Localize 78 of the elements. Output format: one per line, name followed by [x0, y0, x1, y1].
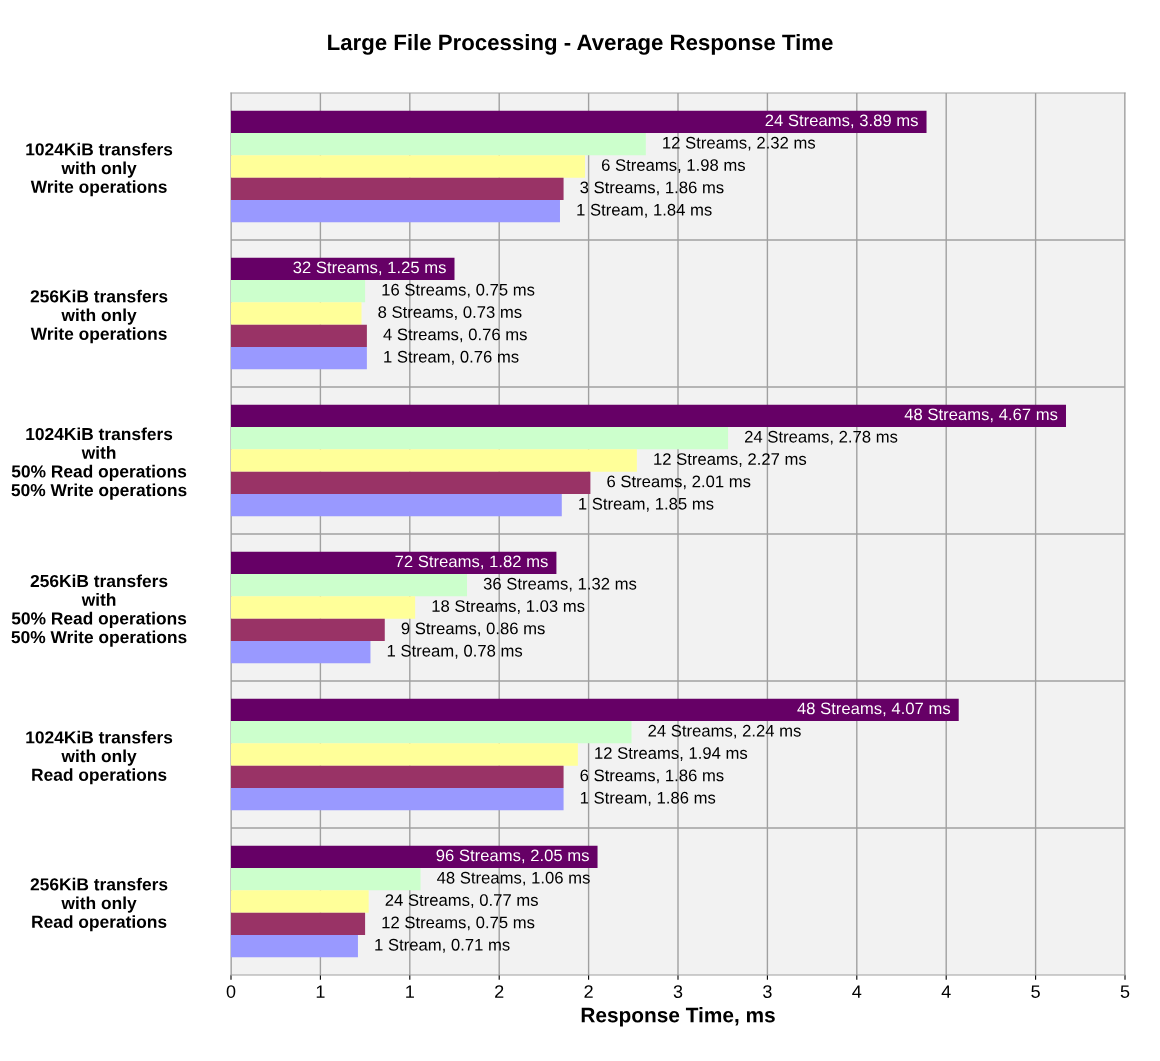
bar [231, 404, 1066, 427]
bar [231, 573, 468, 597]
chart-title: Large File Processing - Average Response Time [328, 33, 833, 55]
data-label: 24 Streams, 2.78 ms [744, 430, 898, 445]
bar [231, 132, 646, 156]
bar [231, 494, 562, 517]
bar [231, 845, 598, 868]
bar [231, 698, 959, 721]
bar [231, 155, 586, 178]
bar [231, 788, 564, 811]
bar [231, 471, 591, 495]
data-label: 6 Streams, 1.98 ms [601, 159, 746, 173]
y-tick-label: 256KiB transfers with only Write operations [30, 289, 168, 344]
data-label: 6 Streams, 2.01 ms [607, 475, 751, 490]
x-tick-label: 5 [1120, 985, 1130, 998]
data-label: 1 Stream, 0.76 ms [384, 350, 519, 365]
x-tick-label: 3 [763, 985, 772, 998]
bar [231, 177, 564, 201]
data-label: 72 Streams, 1.82 ms [395, 555, 548, 570]
data-label: 96 Streams, 2.05 ms [436, 849, 589, 864]
data-label: 48 Streams, 4.67 ms [904, 408, 1058, 423]
data-label: 6 Streams, 1.86 ms [580, 769, 724, 784]
x-tick-label: 0 [226, 985, 236, 998]
bar [231, 618, 385, 642]
bar [231, 302, 362, 325]
bar [231, 426, 729, 450]
bar [231, 347, 367, 370]
y-tick-label: 256KiB transfers with 50% Read operations 50% Write operations [11, 574, 187, 647]
bar [231, 890, 369, 913]
data-label: 24 Streams, 3.89 ms [765, 114, 918, 129]
data-label: 18 Streams, 1.03 ms [432, 600, 585, 614]
bar [231, 912, 366, 936]
data-label: 48 Streams, 4.07 ms [797, 702, 951, 717]
bar [231, 720, 632, 744]
data-label: 1 Stream, 0.78 ms [387, 644, 523, 659]
x-tick-label: 2 [495, 985, 504, 998]
x-tick-label: 4 [852, 985, 862, 998]
bar [231, 867, 421, 891]
data-label: 16 Streams, 0.75 ms [382, 283, 535, 298]
bar [231, 743, 578, 766]
bar [231, 765, 564, 789]
data-label: 8 Streams, 0.73 ms [378, 306, 522, 320]
x-tick-label: 1 [406, 985, 414, 998]
bar [231, 324, 367, 348]
bar [231, 200, 560, 223]
data-label: 1 Stream, 0.71 ms [375, 938, 510, 953]
data-label: 3 Streams, 1.86 ms [580, 181, 724, 196]
bar [231, 449, 637, 472]
data-label: 12 Streams, 1.94 ms [595, 747, 748, 761]
y-tick-label: 1024KiB transfers with only Read operations [26, 730, 173, 785]
x-tick-label: 5 [1031, 985, 1040, 998]
data-label: 1 Stream, 1.85 ms [579, 497, 714, 512]
bar [231, 279, 366, 303]
x-tick-label: 3 [673, 985, 683, 998]
data-label: 24 Streams, 0.77 ms [385, 894, 538, 908]
x-tick-label: 4 [941, 985, 951, 998]
x-tick-label: 1 [316, 985, 325, 998]
data-label: 9 Streams, 0.86 ms [401, 622, 545, 637]
x-axis-title: Response Time, ms [581, 1007, 775, 1027]
data-label: 36 Streams, 1.32 ms [483, 577, 637, 592]
bar [231, 596, 416, 619]
bar [231, 551, 557, 574]
data-label: 24 Streams, 2.24 ms [648, 724, 801, 739]
y-tick-label: 1024KiB transfers with only Write operations [26, 142, 173, 197]
data-label: 12 Streams, 0.75 ms [382, 916, 535, 931]
data-label: 1 Stream, 1.84 ms [577, 203, 712, 218]
bar [231, 110, 927, 133]
data-label: 4 Streams, 0.76 ms [383, 328, 527, 343]
bar [231, 935, 358, 958]
y-tick-label: 256KiB transfers with only Read operations [30, 877, 168, 932]
data-label: 1 Stream, 1.86 ms [580, 791, 716, 806]
data-label: 12 Streams, 2.32 ms [663, 136, 816, 151]
y-tick-label: 1024KiB transfers with 50% Read operations 50% Write operations [11, 427, 187, 500]
data-label: 32 Streams, 1.25 ms [293, 261, 446, 276]
x-tick-label: 2 [584, 985, 593, 998]
bar [231, 641, 371, 664]
data-label: 12 Streams, 2.27 ms [654, 453, 807, 467]
data-label: 48 Streams, 1.06 ms [437, 871, 590, 886]
